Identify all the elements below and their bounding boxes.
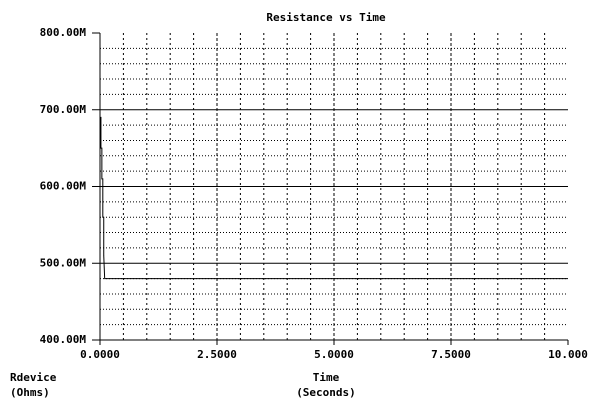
x-tick-label: 10.000 bbox=[548, 348, 588, 361]
y-tick-label: 600.00M bbox=[40, 180, 87, 193]
x-tick-label: 0.0000 bbox=[80, 348, 120, 361]
y-tick-label: 500.00M bbox=[40, 256, 87, 269]
y-tick-label: 400.00M bbox=[40, 333, 87, 346]
y-tick-label: 700.00M bbox=[40, 103, 87, 116]
x-axis-unit: (Seconds) bbox=[296, 386, 356, 399]
data-line bbox=[100, 116, 568, 280]
x-tick-label: 2.5000 bbox=[197, 348, 237, 361]
y-axis-label: Rdevice bbox=[10, 371, 57, 384]
y-axis-unit: (Ohms) bbox=[10, 386, 50, 399]
x-tick-label: 7.5000 bbox=[431, 348, 471, 361]
y-tick-label: 800.00M bbox=[40, 26, 87, 39]
chart-title: Resistance vs Time bbox=[266, 11, 386, 24]
x-tick-label: 5.0000 bbox=[314, 348, 354, 361]
x-axis-label: Time bbox=[313, 371, 340, 384]
